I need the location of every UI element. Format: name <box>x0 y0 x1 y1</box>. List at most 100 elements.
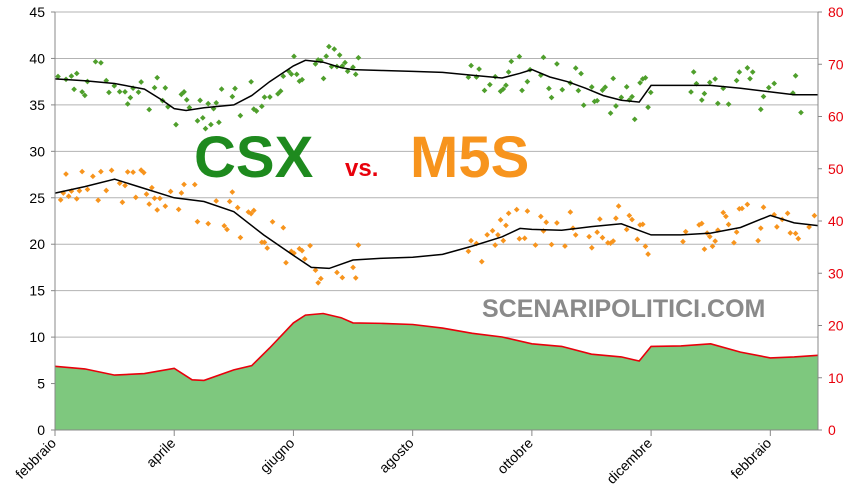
csx-poll-point <box>798 109 804 116</box>
csx-poll-point <box>98 59 104 66</box>
y-right-tick-label: 0 <box>828 422 836 438</box>
y-right-tick-label: 70 <box>828 56 844 72</box>
csx-poll-point <box>173 121 179 128</box>
csx-poll-point <box>688 89 694 95</box>
m5s-poll-point <box>213 198 220 204</box>
m5s-poll-point <box>516 235 523 242</box>
y-right-tick-label: 30 <box>828 265 844 281</box>
csx-poll-point <box>55 73 61 80</box>
csx-poll-point <box>73 70 80 77</box>
m5s-poll-point <box>250 207 257 214</box>
csx-poll-point <box>183 96 190 103</box>
m5s-poll-point <box>103 187 110 194</box>
y-left-tick-label: 10 <box>29 329 45 345</box>
m5s-poll-point <box>224 226 230 233</box>
m5s-poll-point <box>792 230 799 237</box>
m5s-title: M5S <box>410 125 530 190</box>
x-tick-label: ottobre <box>494 435 536 477</box>
csx-poll-point <box>146 106 153 113</box>
csx-poll-point <box>288 71 295 77</box>
m5s-poll-point <box>234 204 241 211</box>
csx-poll-point <box>323 53 330 60</box>
csx-poll-point <box>476 66 482 72</box>
x-tick-label: febbraio <box>727 435 774 482</box>
csx-poll-point <box>588 84 595 90</box>
y-left-tick-label: 40 <box>29 50 45 66</box>
gap-line <box>54 312 819 382</box>
m5s-poll-point <box>154 207 161 213</box>
m5s-poll-point <box>221 222 228 229</box>
m5s-poll-point <box>586 233 592 240</box>
csx-poll-point <box>116 88 123 95</box>
csx-poll-point <box>213 99 220 106</box>
csx-poll-point <box>487 81 493 88</box>
csx-poll-point <box>623 84 630 90</box>
y-left-tick-label: 45 <box>29 4 45 20</box>
m5s-poll-point <box>680 238 686 245</box>
y-right-tick-label: 60 <box>828 109 844 125</box>
m5s-poll-point <box>613 215 619 222</box>
vs-label: vs. <box>345 155 379 182</box>
m5s-poll-point <box>65 193 72 200</box>
csx-poll-point <box>267 94 273 100</box>
m5s-poll-point <box>98 168 104 175</box>
m5s-poll-point <box>712 238 718 244</box>
m5s-poll-point <box>178 190 185 196</box>
csx-poll-point <box>106 89 112 96</box>
csx-poll-point <box>613 103 619 109</box>
m5s-poll-point <box>149 184 155 191</box>
csx-poll-point <box>519 87 525 94</box>
y-right-tick-label: 40 <box>828 213 844 229</box>
m5s-poll-point <box>645 251 651 257</box>
m5s-poll-point <box>264 245 271 251</box>
m5s-poll-point <box>76 187 83 194</box>
m5s-poll-point <box>629 216 635 223</box>
m5s-poll-point <box>760 204 767 211</box>
csx-poll-point <box>481 87 488 94</box>
csx-poll-point <box>647 89 654 96</box>
y-left-tick-label: 0 <box>37 422 45 438</box>
m5s-poll-point <box>146 201 153 207</box>
csx-poll-point <box>736 69 743 75</box>
watermark-scenaripolitici: SCENARIPOLITICI.COM <box>482 295 766 323</box>
y-left-tick-label: 35 <box>29 97 45 113</box>
csx-poll-point <box>122 89 128 95</box>
csx-poll-point <box>151 84 158 91</box>
m5s-poll-point <box>339 274 346 281</box>
csx-poll-point <box>162 85 169 91</box>
m5s-poll-point <box>610 238 617 244</box>
m5s-poll-point <box>143 191 150 197</box>
m5s-poll-point <box>132 194 139 201</box>
m5s-poll-point <box>468 237 474 244</box>
csx-poll-point <box>594 97 600 104</box>
csx-poll-point <box>331 46 338 52</box>
csx-poll-point <box>237 112 244 119</box>
csx-poll-point <box>205 100 212 107</box>
m5s-poll-point <box>108 167 115 174</box>
csx-poll-point <box>546 85 552 92</box>
m5s-poll-point <box>597 216 603 222</box>
y-right-tick-label: 10 <box>828 370 844 386</box>
m5s-poll-point <box>191 181 198 188</box>
m5s-poll-point <box>497 217 504 223</box>
m5s-poll-point <box>505 210 512 217</box>
csx-poll-point <box>468 62 474 69</box>
csx-poll-point <box>258 103 265 110</box>
m5s-poll-point <box>588 244 595 251</box>
x-tick-label: agosto <box>376 435 417 476</box>
csx-poll-point <box>712 76 718 82</box>
m5s-poll-point <box>229 189 236 195</box>
csx-poll-point <box>505 69 512 75</box>
csx-poll-point <box>524 78 531 85</box>
m5s-poll-point <box>130 169 136 176</box>
m5s-poll-point <box>521 235 528 242</box>
csx-poll-point <box>540 54 547 61</box>
csx-poll-point <box>690 69 697 75</box>
m5s-poll-point <box>492 242 499 248</box>
csx-poll-point <box>124 101 131 107</box>
y-left-tick-label: 15 <box>29 283 45 299</box>
x-tick-label: giugno <box>257 435 298 476</box>
m5s-poll-point <box>739 205 745 212</box>
m5s-poll-point <box>312 267 319 274</box>
m5s-trend-line <box>54 178 819 270</box>
